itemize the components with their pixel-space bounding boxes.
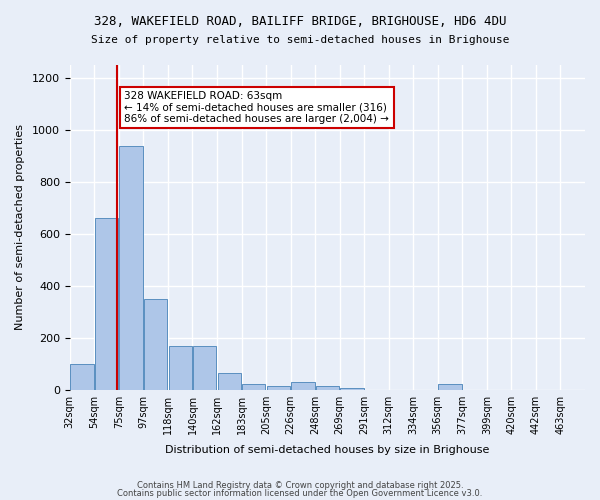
Text: Size of property relative to semi-detached houses in Brighouse: Size of property relative to semi-detach… — [91, 35, 509, 45]
Bar — [169, 346, 192, 390]
Text: Contains HM Land Registry data © Crown copyright and database right 2025.: Contains HM Land Registry data © Crown c… — [137, 481, 463, 490]
Bar — [316, 386, 339, 390]
Bar — [70, 364, 94, 390]
Text: Contains public sector information licensed under the Open Government Licence v3: Contains public sector information licen… — [118, 488, 482, 498]
Bar — [119, 146, 143, 390]
Bar — [266, 386, 290, 390]
Bar — [144, 298, 167, 390]
Bar — [291, 382, 314, 390]
Bar — [439, 384, 462, 390]
Bar — [242, 384, 265, 390]
Text: 328, WAKEFIELD ROAD, BAILIFF BRIDGE, BRIGHOUSE, HD6 4DU: 328, WAKEFIELD ROAD, BAILIFF BRIDGE, BRI… — [94, 15, 506, 28]
Y-axis label: Number of semi-detached properties: Number of semi-detached properties — [15, 124, 25, 330]
Bar — [340, 388, 364, 390]
Bar — [193, 346, 217, 390]
Bar — [218, 373, 241, 390]
X-axis label: Distribution of semi-detached houses by size in Brighouse: Distribution of semi-detached houses by … — [165, 445, 490, 455]
Text: 328 WAKEFIELD ROAD: 63sqm
← 14% of semi-detached houses are smaller (316)
86% of: 328 WAKEFIELD ROAD: 63sqm ← 14% of semi-… — [124, 91, 389, 124]
Bar — [95, 218, 118, 390]
